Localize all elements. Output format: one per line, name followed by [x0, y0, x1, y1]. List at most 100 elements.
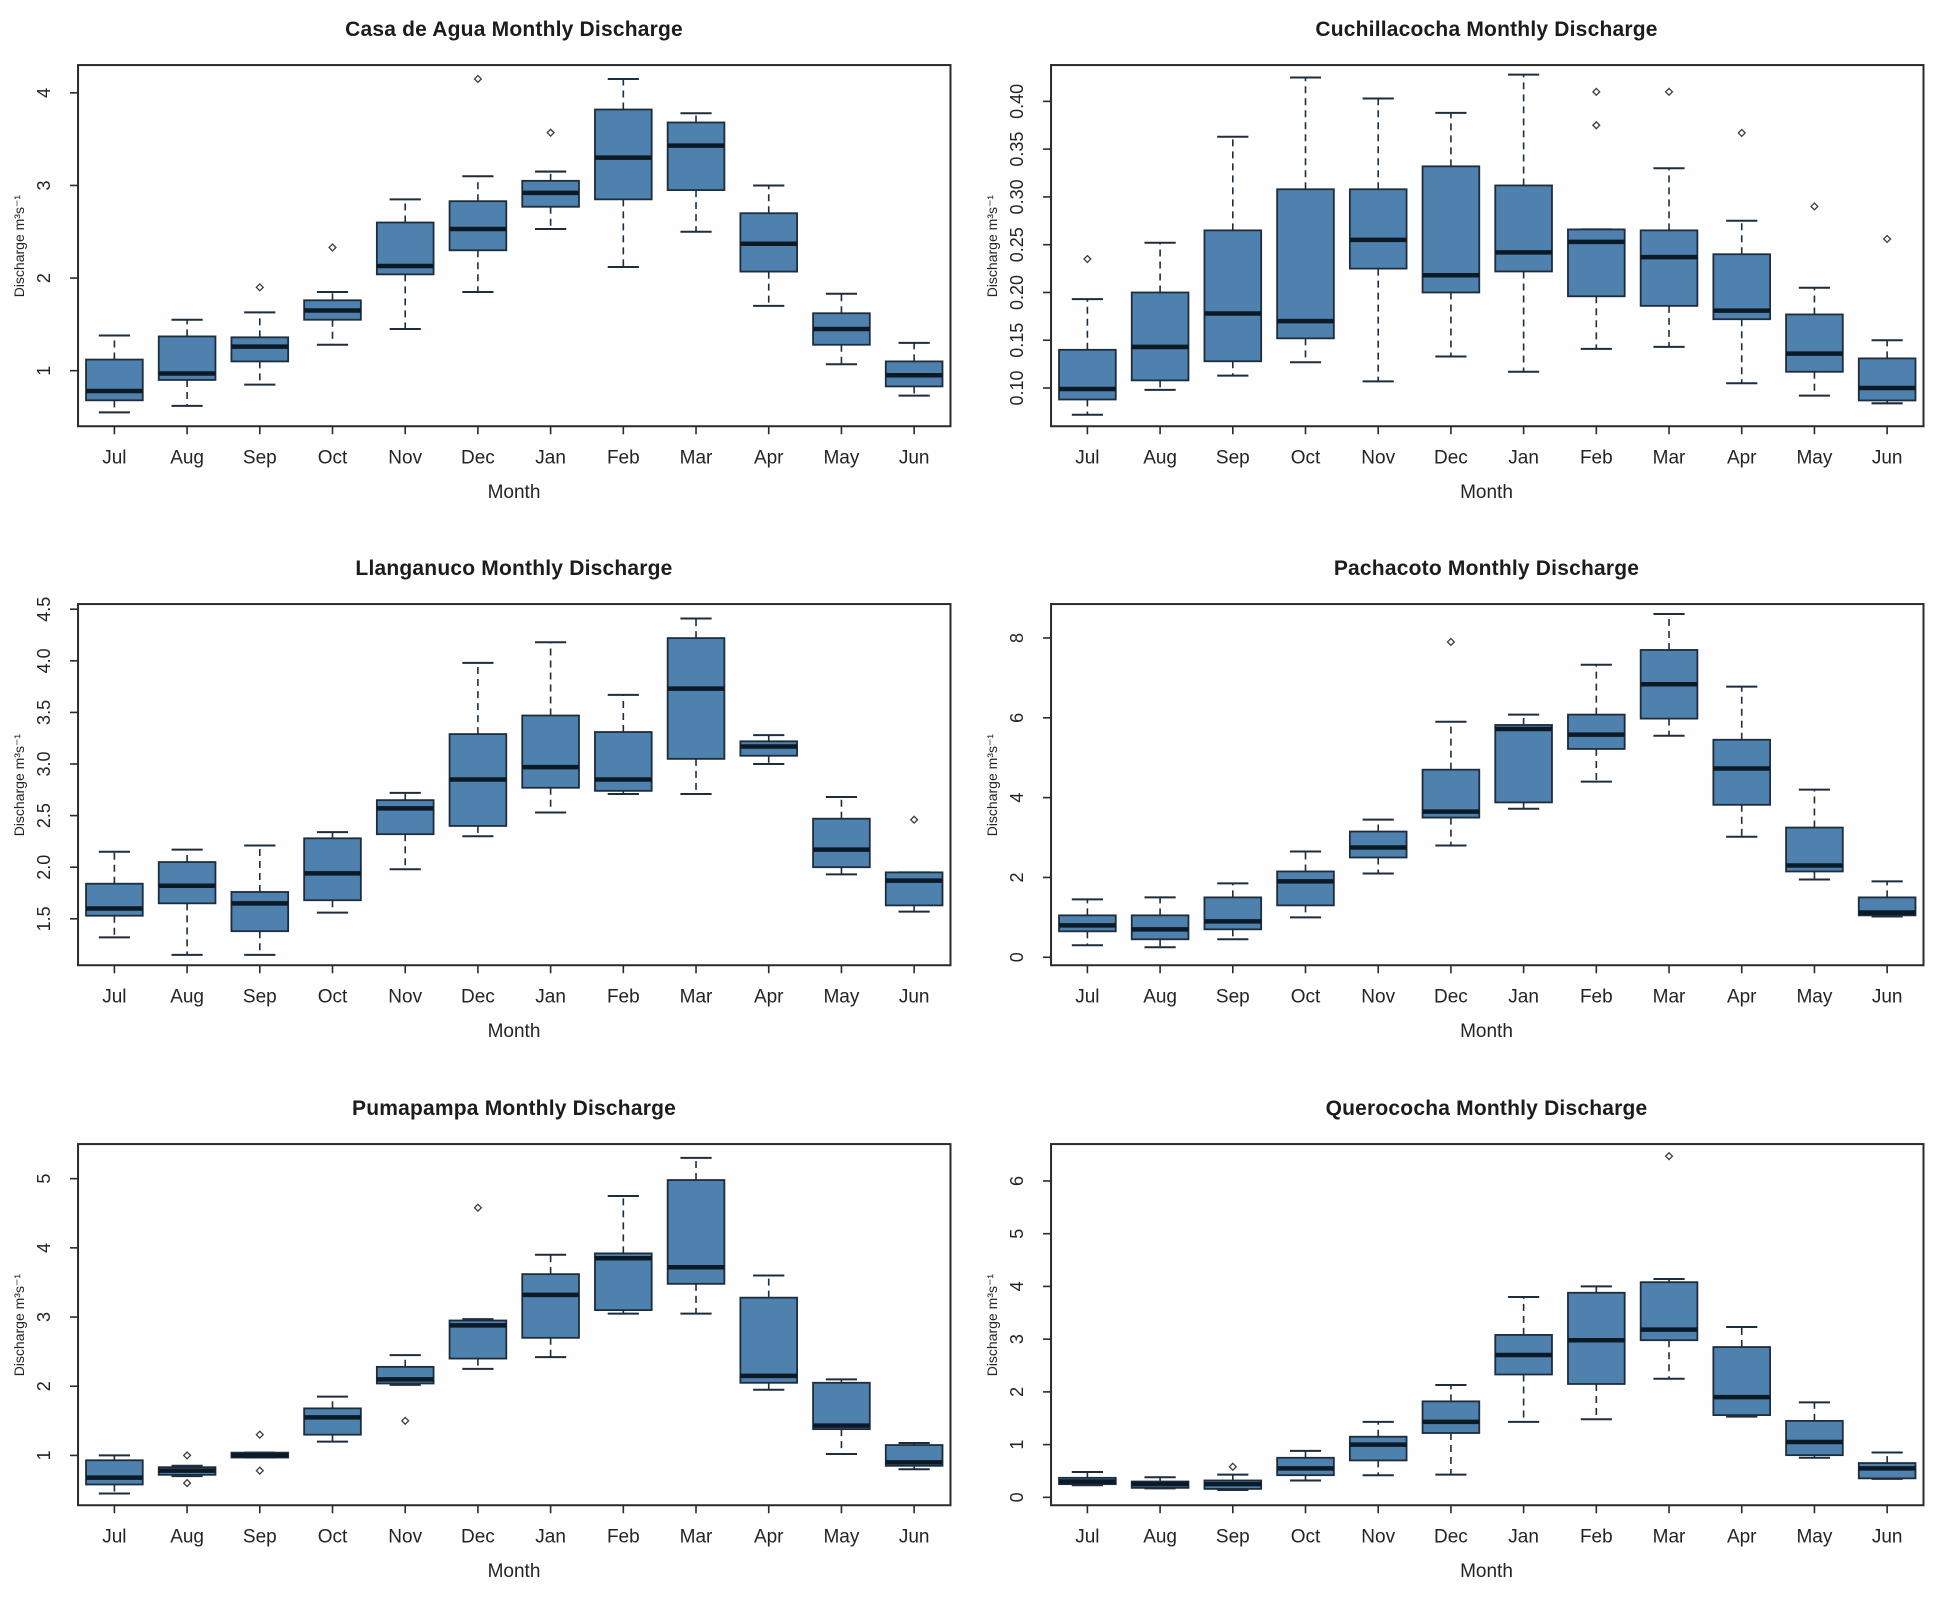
- x-tick-label: Oct: [1290, 1526, 1320, 1547]
- iqr-box: [666, 121, 726, 191]
- x-tick-label: May: [823, 447, 859, 468]
- iqr-box: [1857, 1461, 1916, 1479]
- x-axis-title: Month: [1460, 482, 1513, 503]
- y-tick-label: 3.5: [34, 700, 54, 725]
- iqr-box: [85, 883, 144, 917]
- x-tick-label: Oct: [1290, 447, 1320, 468]
- iqr-box: [1348, 1435, 1407, 1461]
- outlier-point: [1591, 87, 1601, 97]
- y-tick-label: 6: [1007, 1176, 1027, 1186]
- outlier-point: [1082, 254, 1092, 264]
- y-tick-label: 2.0: [34, 855, 54, 880]
- y-tick-label: 0: [1007, 1492, 1027, 1502]
- y-tick-label: 0.40: [1007, 84, 1027, 119]
- x-tick-label: Nov: [1361, 987, 1395, 1008]
- iqr-box: [1348, 188, 1407, 270]
- y-tick-label: 2: [34, 1381, 54, 1391]
- outlier-point: [909, 815, 919, 825]
- x-axis-title: Month: [1460, 1021, 1513, 1043]
- x-tick-label: Nov: [388, 987, 422, 1008]
- outlier-point: [1736, 128, 1746, 138]
- outlier-point: [182, 1450, 192, 1460]
- outlier-point: [546, 128, 555, 137]
- x-tick-label: Dec: [461, 1526, 495, 1547]
- chart-title: Pachacoto Monthly Discharge: [1333, 557, 1640, 581]
- x-tick-label: Mar: [1652, 987, 1685, 1008]
- y-axis-title: Discharge m³s⁻¹: [984, 1273, 1000, 1376]
- x-tick-label: Jan: [1508, 987, 1539, 1008]
- outlier-point: [1809, 202, 1819, 211]
- y-axis-title: Discharge m³s⁻¹: [11, 1273, 27, 1376]
- outlier-point: [255, 1465, 265, 1475]
- iqr-box: [1493, 724, 1553, 804]
- x-tick-label: Feb: [607, 987, 640, 1008]
- y-axis-title: Discharge m³s⁻¹: [984, 734, 1000, 837]
- x-tick-label: Feb: [607, 1526, 640, 1547]
- iqr-box: [448, 200, 508, 252]
- iqr-box: [85, 358, 144, 402]
- x-tick-label: Nov: [388, 447, 422, 468]
- chart-panel-casa-de-agua: Casa de Agua Monthly Discharge Discharge…: [0, 0, 973, 539]
- plot-frame: [77, 1142, 952, 1506]
- outlier-point: [182, 1478, 192, 1488]
- iqr-box: [1857, 357, 1916, 402]
- outlier-point: [1446, 637, 1455, 647]
- y-tick-label: 2: [1007, 1387, 1027, 1397]
- y-tick-label: 1: [34, 1450, 54, 1460]
- x-tick-label: May: [1796, 447, 1832, 468]
- y-tick-label: 3: [34, 1312, 54, 1322]
- x-tick-label: Nov: [1361, 447, 1395, 468]
- x-tick-label: Jan: [535, 1526, 566, 1547]
- iqr-box: [157, 861, 217, 905]
- iqr-box: [1130, 291, 1189, 382]
- outlier-point: [1882, 234, 1891, 244]
- x-tick-label: Jul: [102, 1526, 126, 1547]
- y-tick-label: 4.5: [34, 597, 54, 622]
- iqr-box: [1275, 188, 1335, 340]
- plot-frame: [1049, 603, 1924, 967]
- x-tick-label: Apr: [1726, 447, 1756, 468]
- x-tick-label: May: [823, 987, 859, 1008]
- iqr-box: [1493, 184, 1553, 273]
- y-tick-label: 8: [1007, 633, 1027, 643]
- iqr-box: [1275, 870, 1335, 907]
- x-axis-title: Month: [487, 1560, 541, 1582]
- y-tick-label: 0.20: [1007, 275, 1027, 310]
- x-tick-label: May: [1796, 987, 1832, 1008]
- x-tick-label: Jul: [102, 447, 126, 468]
- iqr-box: [1784, 1419, 1844, 1456]
- x-tick-label: Feb: [1579, 447, 1612, 468]
- x-tick-label: Apr: [1726, 987, 1756, 1008]
- iqr-box: [521, 714, 580, 789]
- plot-frame: [1049, 1142, 1924, 1506]
- iqr-box: [1348, 830, 1407, 859]
- iqr-box: [230, 891, 290, 933]
- y-tick-label: 0.25: [1007, 227, 1027, 262]
- chart-panel-querococha: Querococha Monthly Discharge Discharge m…: [973, 1079, 1945, 1618]
- iqr-box: [230, 336, 290, 363]
- x-tick-label: Dec: [461, 987, 495, 1008]
- chart-panel-pachacoto: Pachacoto Monthly Discharge Discharge m³…: [973, 539, 1945, 1078]
- x-tick-label: Jun: [1871, 987, 1902, 1008]
- iqr-box: [1711, 739, 1771, 807]
- outlier-point: [328, 243, 337, 252]
- y-tick-label: 1: [34, 366, 54, 376]
- x-tick-label: Mar: [680, 447, 713, 468]
- x-tick-label: Jan: [1508, 1526, 1539, 1547]
- plot-frame: [77, 64, 952, 428]
- y-axis-title: Discharge m³s⁻¹: [984, 195, 1000, 298]
- iqr-box: [1566, 228, 1626, 298]
- x-axis-title: Month: [1460, 1560, 1513, 1582]
- x-tick-label: Jul: [1075, 987, 1099, 1008]
- iqr-box: [1421, 1400, 1480, 1434]
- iqr-box: [85, 1459, 144, 1486]
- boxplot-pumapampa: Discharge m³s⁻¹ 1 2 3 4 5 Jul Aug Sep Oct Nov Dec J…: [11, 1142, 952, 1547]
- x-tick-label: Mar: [1652, 447, 1685, 468]
- plot-frame: [77, 603, 952, 967]
- y-tick-label: 0: [1007, 953, 1027, 963]
- iqr-box: [303, 1407, 362, 1436]
- iqr-box: [1421, 165, 1480, 294]
- iqr-box: [1639, 229, 1698, 307]
- x-tick-label: Jan: [1508, 447, 1539, 468]
